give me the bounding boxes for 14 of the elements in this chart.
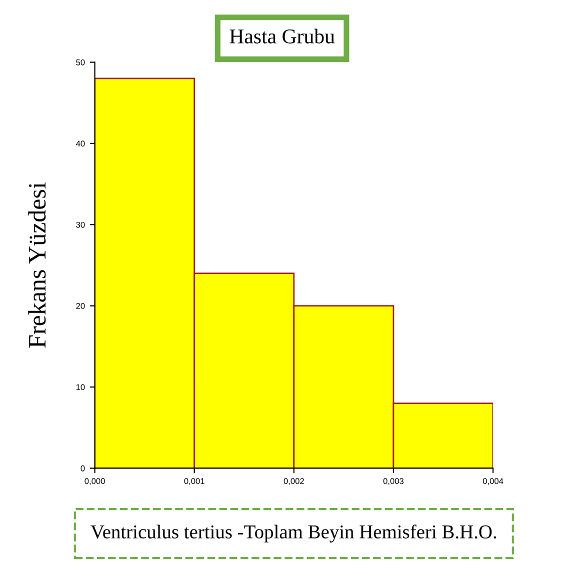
chart-title: Hasta Grubu [230, 28, 335, 44]
x-tick-label: 0,002 [284, 478, 304, 486]
y-tick-label: 50 [76, 59, 85, 66]
x-tick-label: 0,004 [482, 478, 504, 486]
y-tick-label: 40 [76, 140, 85, 147]
x-axis-title: Ventriculus tertius -Toplam Beyin Hemisferi B.H.O. [90, 524, 496, 542]
y-axis-title: Frekans Yüzdesi [28, 182, 46, 348]
y-tick-label: 20 [76, 303, 85, 309]
y-tick-label: 30 [76, 222, 85, 228]
x-tick-label: 0,000 [84, 478, 105, 486]
y-tick-label: 10 [76, 384, 85, 390]
x-tick-label: 0,001 [184, 478, 204, 486]
x-tick-label: 0,003 [383, 478, 404, 486]
y-tick-label: 0 [80, 465, 85, 472]
